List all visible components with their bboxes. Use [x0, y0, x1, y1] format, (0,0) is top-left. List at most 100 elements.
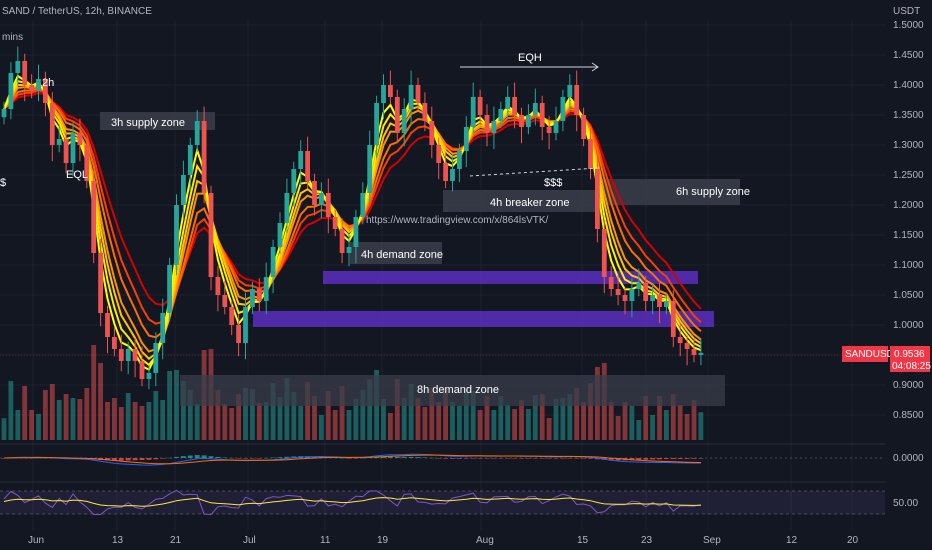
macd-hist-bar	[574, 458, 580, 459]
volume-bar	[698, 412, 704, 440]
volume-bar	[181, 381, 186, 440]
volume-bar	[339, 386, 345, 440]
candle-body	[581, 115, 586, 139]
volume-bar	[512, 409, 517, 440]
candle-body	[15, 61, 21, 73]
macd-hist-bar	[588, 458, 593, 459]
price-tick: 1.3000	[893, 140, 924, 151]
macd-hist-bar	[505, 458, 511, 459]
volume-bar	[450, 402, 455, 440]
candle-body	[450, 169, 455, 181]
watermark-url: https://www.tradingview.com/x/864lsVTK/	[366, 215, 549, 226]
candle-body	[574, 85, 580, 115]
candle-body	[208, 193, 214, 277]
volume-bar	[498, 396, 504, 440]
symbol-line: SAND / TetherUS, 12h, BINANCE	[2, 6, 152, 17]
volume-bar	[77, 399, 83, 440]
macd-hist-bar	[394, 456, 400, 458]
time-tick: 19	[377, 535, 389, 546]
volume-bar	[49, 384, 55, 440]
time-tick: 23	[641, 535, 653, 546]
candle-body	[36, 79, 41, 91]
zone-4h-breaker	[443, 190, 595, 212]
rsi-mid-tick: 50.00	[893, 498, 918, 509]
candle-body	[70, 133, 76, 163]
label-dollar-mid: $$$	[544, 177, 562, 189]
candle-body	[298, 151, 304, 169]
volume-bar	[615, 416, 621, 440]
rsi-band	[0, 491, 885, 514]
volume-bar	[91, 345, 97, 440]
rsi-line	[3, 489, 702, 516]
label-eqh: EQH	[518, 52, 542, 64]
macd-hist-bar	[388, 456, 393, 458]
candle-body	[56, 139, 62, 145]
volume-bar	[505, 405, 511, 440]
macd-hist-bar	[187, 455, 193, 458]
candle-body	[698, 352, 704, 355]
volume-bar	[670, 394, 676, 440]
macd-hist-bar	[284, 456, 290, 458]
macd-hist-bar	[132, 458, 138, 461]
macd-hist-bar	[691, 458, 697, 459]
candle-body	[643, 283, 649, 301]
volume-bar	[56, 400, 62, 440]
candle-body	[470, 97, 476, 127]
volume-bar	[43, 390, 48, 440]
last-price-tag: SANDUSDT 0.9536 04:08:25	[0, 346, 931, 372]
zones-layer	[100, 112, 740, 406]
time-tick: Aug	[476, 535, 494, 546]
macd-hist-bar	[277, 457, 283, 458]
header-partial: mins	[2, 32, 23, 43]
macd-hist-bar	[608, 458, 614, 461]
candle-body	[118, 349, 124, 361]
label-3h-supply: 3h supply zone	[111, 117, 185, 129]
volume-bar	[215, 390, 221, 440]
volume-bar	[643, 396, 649, 440]
candle-body	[436, 145, 442, 163]
price-tick: 1.2000	[893, 200, 924, 211]
volume-bar	[422, 407, 428, 440]
macd-hist-bar	[698, 458, 704, 459]
candle-body	[91, 181, 97, 253]
volume-bar	[8, 381, 14, 440]
candle-body	[526, 115, 531, 127]
time-tick: 21	[170, 535, 182, 546]
macd-hist-bar	[408, 456, 414, 458]
price-tick: 1.1000	[893, 260, 924, 271]
volume-bar	[84, 388, 90, 440]
volume-bar	[664, 410, 669, 440]
candle-body	[339, 229, 345, 253]
label-8h-demand: 8h demand zone	[417, 384, 499, 396]
macd-hist-bar	[539, 458, 545, 459]
macd-hist-bar	[664, 458, 669, 459]
candle-body	[187, 145, 193, 175]
volume-bar	[236, 394, 241, 440]
volume-bar	[415, 398, 421, 440]
volume-bar	[539, 394, 545, 440]
volume-bar	[394, 379, 400, 440]
volume-bar	[118, 407, 124, 440]
time-tick: Jun	[28, 535, 44, 546]
price-tick: 1.3500	[893, 110, 924, 121]
candle-body	[229, 307, 235, 325]
macd-hist-bar	[118, 458, 124, 461]
macd-hist-bar	[401, 456, 407, 458]
macd-hist-bar	[367, 457, 373, 458]
candle-body	[319, 193, 324, 205]
candle-body	[677, 337, 683, 343]
volume-bar	[491, 410, 497, 440]
candle-body	[374, 103, 379, 145]
macd-hist-bar	[256, 458, 262, 459]
macd-hist-bar	[532, 458, 538, 459]
volume-bar	[270, 383, 276, 440]
time-tick: Jul	[243, 535, 256, 546]
zone-8h-demand	[180, 375, 725, 406]
ticker-badge	[842, 346, 888, 362]
volume-bar	[125, 393, 131, 440]
volume-bar	[160, 400, 166, 440]
volume-bar	[484, 396, 490, 440]
zone-3h-supply	[100, 112, 215, 130]
volume-bar	[325, 391, 331, 440]
